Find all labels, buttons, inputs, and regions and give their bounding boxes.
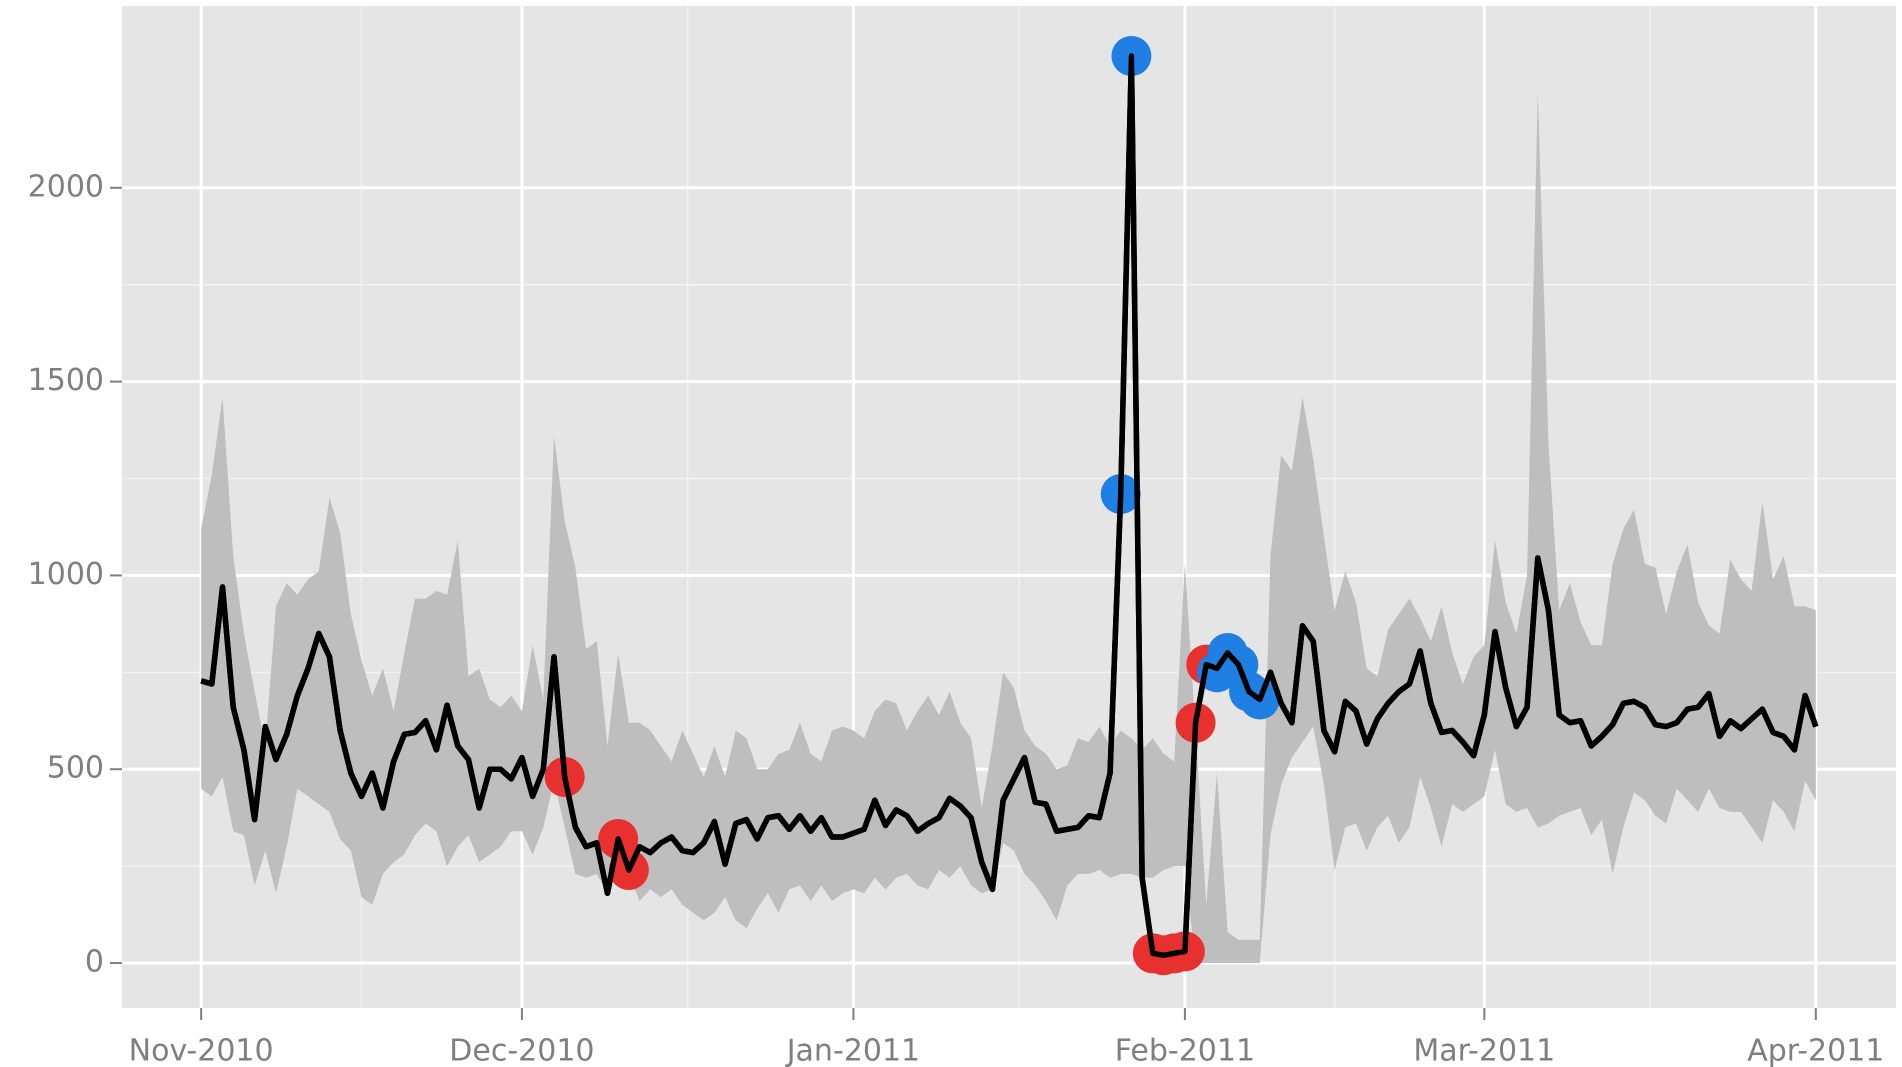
x-tick-label: Jan-2011 [785, 1034, 920, 1067]
band [201, 90, 1816, 964]
y-tick-label: 0 [85, 945, 104, 980]
y-tick-label: 1000 [28, 557, 104, 592]
x-tick-label: Dec-2010 [449, 1034, 594, 1067]
x-tick-label: Feb-2011 [1115, 1034, 1255, 1067]
y-tick-label: 2000 [28, 169, 104, 204]
x-tick-label: Nov-2010 [129, 1034, 274, 1067]
y-tick-label: 500 [47, 751, 104, 786]
y-tick-label: 1500 [28, 363, 104, 398]
x-tick-label: Apr-2011 [1747, 1034, 1884, 1067]
line-overlay [200, 53, 1819, 959]
x-tick-label: Mar-2011 [1413, 1034, 1555, 1067]
